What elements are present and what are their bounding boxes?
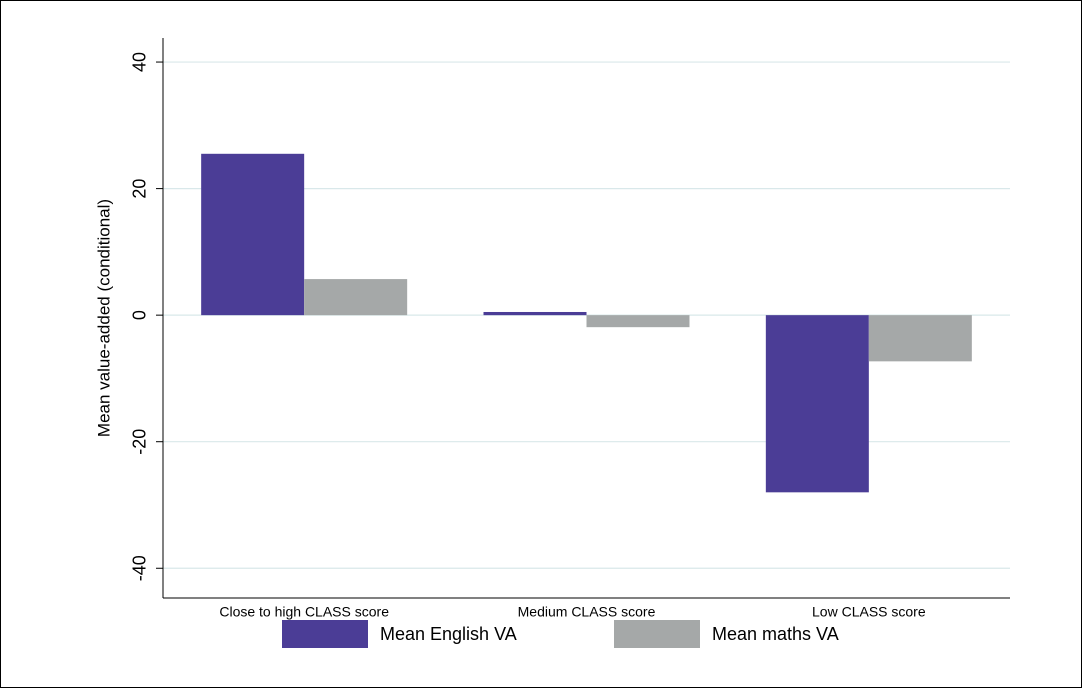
y-tick-label: -40 [130, 555, 150, 581]
y-tick-label: 20 [130, 179, 150, 199]
y-tick-label: 0 [130, 310, 150, 320]
bar [201, 153, 305, 316]
x-tick-label: Medium CLASS score [518, 604, 656, 620]
y-tick-label: 40 [130, 52, 150, 72]
x-tick-label: Close to high CLASS score [219, 604, 389, 620]
bar [304, 279, 408, 316]
legend-label: Mean English VA [380, 624, 517, 644]
legend-swatch [282, 620, 368, 648]
y-axis-title: Mean value-added (conditional) [94, 199, 113, 437]
y-tick-label: -20 [130, 429, 150, 455]
legend-swatch [614, 620, 700, 648]
bar [483, 311, 587, 316]
x-tick-label: Low CLASS score [812, 604, 926, 620]
bar [765, 315, 869, 493]
legend-label: Mean maths VA [712, 624, 839, 644]
bar [868, 315, 972, 362]
bar [586, 315, 690, 328]
